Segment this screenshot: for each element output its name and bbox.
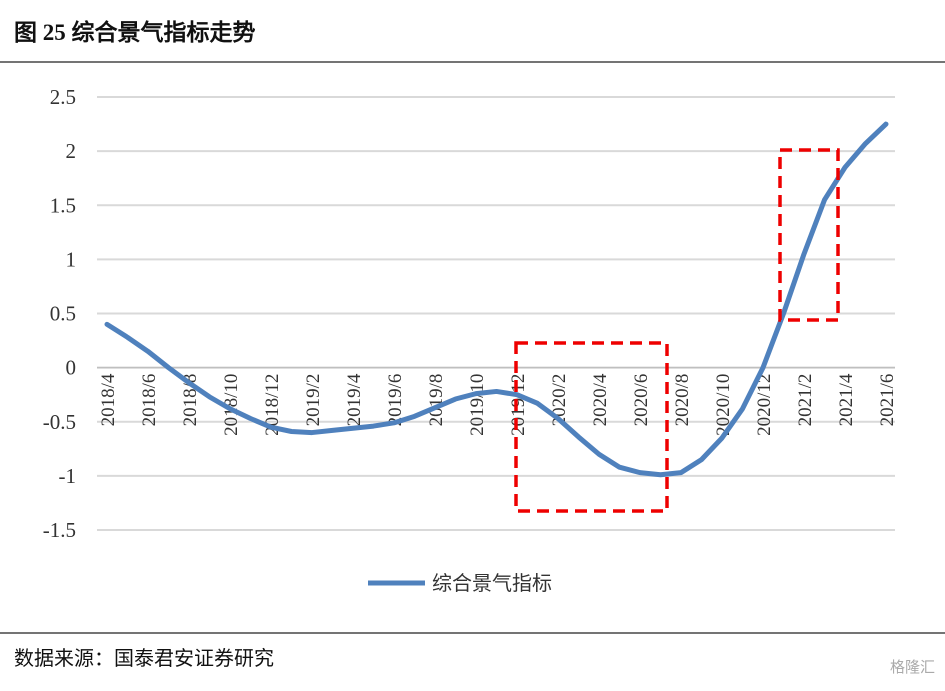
x-tick-label: 2021/6 <box>877 374 898 427</box>
y-tick-label: 2.5 <box>50 85 76 109</box>
line <box>104 121 889 478</box>
y-tick-label: 1.5 <box>50 193 76 217</box>
x-tick-label: 2018/12 <box>262 374 283 436</box>
x-tick-label: 2019/8 <box>426 374 447 427</box>
x-tick-label: 2018/4 <box>98 373 119 426</box>
x-tick-label: 2021/4 <box>836 373 857 426</box>
highlight-box <box>778 148 840 322</box>
x-tick-label: 2020/4 <box>590 373 611 426</box>
x-tick-label: 2019/2 <box>303 374 324 427</box>
x-tick-label: 2020/6 <box>631 374 652 427</box>
x-tick-label: 2019/12 <box>508 374 529 436</box>
y-tick-label: 0.5 <box>50 302 76 326</box>
chart-title: 图 25 综合景气指标走势 <box>14 19 256 45</box>
y-tick-label: -1.5 <box>43 518 76 542</box>
highlight-box <box>514 341 669 513</box>
y-tick-label: 1 <box>66 247 77 271</box>
y-tick-label: -0.5 <box>43 410 76 434</box>
y-tick-label: -1 <box>59 464 77 488</box>
x-tick-label: 2019/10 <box>467 374 488 436</box>
x-tick-label: 2021/2 <box>795 374 816 427</box>
y-tick-label: 2 <box>66 139 77 163</box>
x-tick-label: 2019/4 <box>344 373 365 426</box>
watermark: 格隆汇 <box>890 659 935 676</box>
y-tick-label: 0 <box>66 356 77 380</box>
x-tick-label: 2020/8 <box>672 374 693 427</box>
x-tick-label: 2018/10 <box>221 374 242 436</box>
x-tick-label: 2020/12 <box>754 374 775 436</box>
legend-label: 综合景气指标 <box>432 572 552 595</box>
x-tick-label: 2018/6 <box>139 374 160 427</box>
x-tick-label: 2020/10 <box>713 374 734 436</box>
source: 数据来源：国泰君安证券研究 <box>14 647 274 670</box>
x-tick-label: 2019/6 <box>385 374 406 427</box>
